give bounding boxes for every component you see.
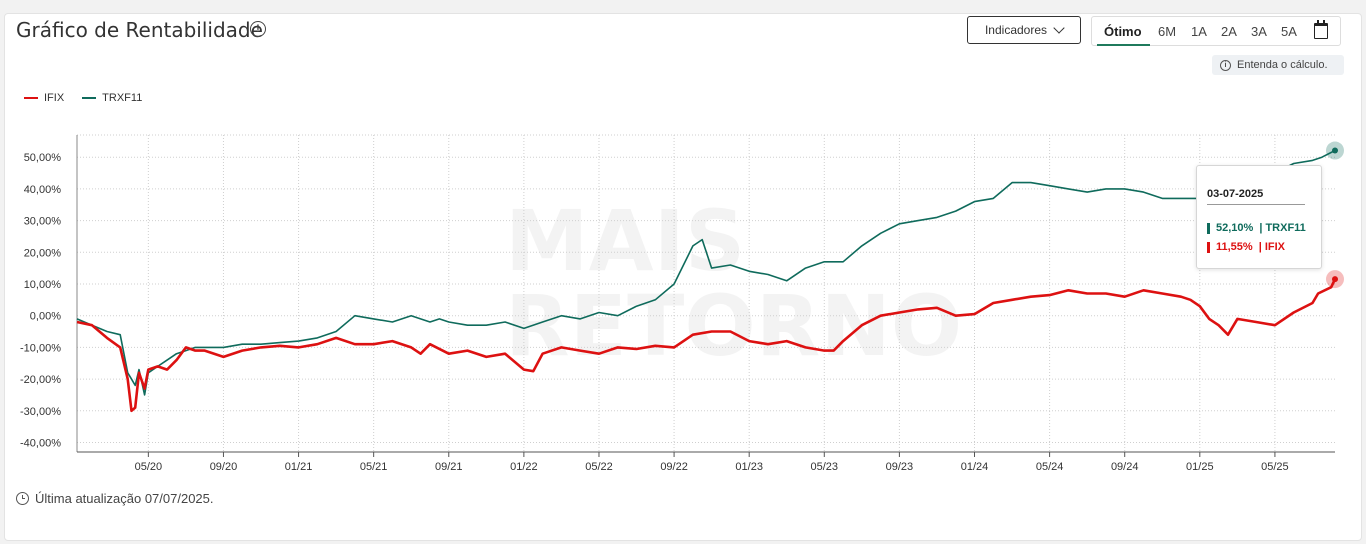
- tooltip-swatch-trxf11: [1207, 222, 1210, 234]
- series-line-trxf11: [76, 149, 1336, 396]
- y-tick-label: 30,00%: [24, 216, 62, 228]
- x-tick-label: 09/23: [886, 461, 914, 473]
- period-tab-6m[interactable]: 6M: [1158, 24, 1177, 39]
- page-title: Gráfico de Rentabilidade: [16, 18, 263, 42]
- endpoint-dot-trxf11: [1332, 147, 1338, 154]
- y-tick-label: 10,00%: [24, 279, 62, 291]
- period-tab-3a[interactable]: 3A: [1251, 24, 1267, 39]
- watermark-line-1: MAIS: [505, 192, 745, 290]
- x-tick-label: 01/23: [735, 461, 763, 473]
- x-tick-label: 01/22: [510, 461, 538, 473]
- period-tab-2a[interactable]: 2A: [1221, 24, 1237, 39]
- chart-grid: [76, 134, 1335, 453]
- period-selector: Ótimo 6M 1A 2A 3A 5A: [1091, 16, 1341, 46]
- info-icon[interactable]: !: [250, 21, 266, 37]
- watermark-line-2: RETORNO: [505, 277, 962, 375]
- y-tick-label: 20,00%: [24, 247, 62, 259]
- indicators-dropdown[interactable]: Indicadores: [967, 16, 1081, 44]
- chart-tooltip: 03-07-2025 52,10% | TRXF11 11,55% | IFIX: [1196, 165, 1322, 269]
- period-tab-1a[interactable]: 1A: [1191, 24, 1207, 39]
- legend-item-ifix[interactable]: IFIX: [24, 92, 64, 104]
- legend-label-ifix: IFIX: [44, 92, 65, 104]
- active-tab-indicator: [1097, 44, 1150, 46]
- tooltip-value-trxf11: 52,10%: [1216, 222, 1254, 234]
- x-tick-label: 09/21: [435, 461, 463, 473]
- x-tick-label: 05/23: [811, 461, 839, 473]
- tooltip-value-ifix: 11,55%: [1216, 241, 1253, 253]
- x-tick-label: 05/21: [360, 461, 388, 473]
- y-axis-ticks: 50,00% 40,00% 30,00% 20,00% 10,00% 0,00% -10,0…: [20, 152, 61, 449]
- indicators-label: Indicadores: [984, 23, 1048, 37]
- info-icon: i: [1220, 59, 1231, 71]
- x-tick-label: 01/25: [1186, 461, 1214, 473]
- x-tick-label: 01/21: [285, 461, 313, 473]
- y-tick-label: -10,00%: [20, 342, 61, 354]
- watermark: MAIS RETORNO: [505, 192, 962, 375]
- endpoint-dot-ifix: [1332, 276, 1338, 283]
- legend-swatch-trxf11: [82, 97, 97, 99]
- x-axis-ticks: 05/20 09/20 01/21 05/21 09/21 01/22 05/22 09/22…: [135, 452, 1289, 473]
- x-tick-label: 05/25: [1261, 461, 1289, 473]
- last-update: Última atualização 07/07/2025.: [16, 491, 214, 506]
- calc-info-link[interactable]: i Entenda o cálculo.: [1212, 55, 1344, 75]
- chart-legend: IFIX TRXF11: [24, 92, 142, 104]
- legend-swatch-ifix: [24, 97, 38, 99]
- y-tick-label: 40,00%: [24, 184, 62, 196]
- series-line-ifix: [76, 278, 1337, 413]
- tooltip-label-ifix: | IFIX: [1258, 241, 1286, 253]
- y-tick-label: 0,00%: [30, 311, 61, 323]
- last-update-text: Última atualização 07/07/2025.: [35, 491, 214, 506]
- x-tick-label: 09/24: [1111, 461, 1139, 473]
- calendar-icon[interactable]: [1314, 20, 1328, 39]
- legend-label-trxf11: TRXF11: [102, 92, 143, 104]
- y-tick-label: -40,00%: [20, 437, 61, 449]
- period-tab-5a[interactable]: 5A: [1281, 24, 1297, 39]
- chart-lines: [76, 149, 1337, 413]
- tooltip-swatch-ifix: [1207, 241, 1210, 253]
- tooltip-date: 03-07-2025: [1207, 188, 1264, 200]
- series-endpoints: [1326, 141, 1344, 289]
- tooltip-row-ifix: 11,55% | IFIX: [1207, 241, 1285, 253]
- period-tab-otimo[interactable]: Ótimo: [1104, 24, 1142, 39]
- x-tick-label: 05/20: [135, 461, 163, 473]
- calc-link-label: Entenda o cálculo.: [1237, 59, 1328, 71]
- x-tick-label: 09/20: [210, 461, 238, 473]
- x-tick-label: 05/24: [1036, 461, 1064, 473]
- x-tick-label: 01/24: [961, 461, 989, 473]
- chart-card: [4, 13, 1362, 541]
- tooltip-label-trxf11: | TRXF11: [1259, 222, 1306, 234]
- x-tick-label: 09/22: [660, 461, 688, 473]
- legend-item-trxf11[interactable]: TRXF11: [82, 92, 142, 104]
- clock-icon: [16, 492, 29, 505]
- y-tick-label: -30,00%: [20, 406, 61, 418]
- tooltip-divider: [1207, 204, 1305, 205]
- y-tick-label: -20,00%: [20, 374, 61, 386]
- y-tick-label: 50,00%: [24, 152, 62, 164]
- tooltip-row-trxf11: 52,10% | TRXF11: [1207, 222, 1306, 234]
- x-tick-label: 05/22: [585, 461, 613, 473]
